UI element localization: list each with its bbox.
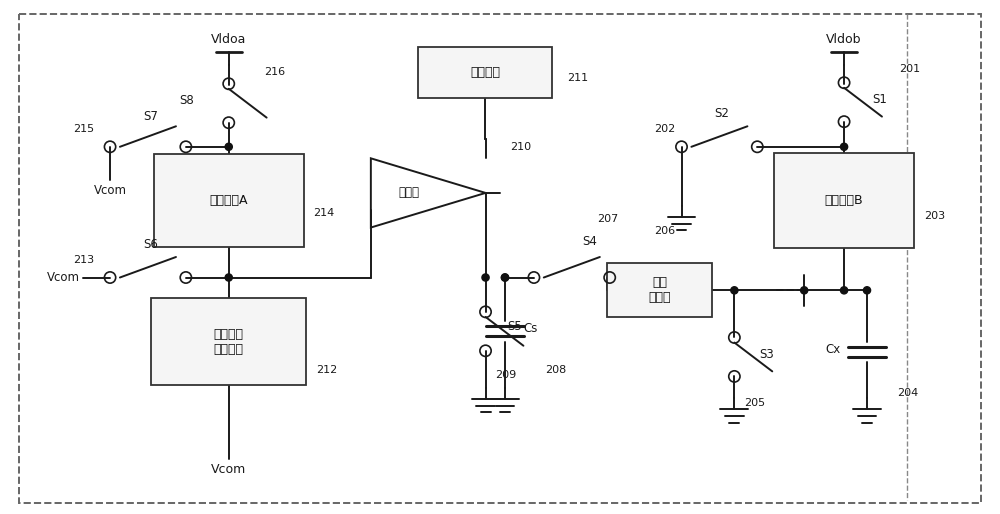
Text: Vcom: Vcom xyxy=(94,184,127,197)
Circle shape xyxy=(731,287,738,294)
Circle shape xyxy=(225,143,232,151)
Text: S6: S6 xyxy=(143,237,158,251)
Text: Cx: Cx xyxy=(825,343,840,356)
Text: 控制逻辑: 控制逻辑 xyxy=(470,66,500,79)
Text: 206: 206 xyxy=(655,226,676,236)
Text: Vldoa: Vldoa xyxy=(211,33,246,46)
Circle shape xyxy=(863,287,871,294)
Bar xyxy=(774,153,914,248)
Text: 比较器: 比较器 xyxy=(399,187,420,199)
Text: 211: 211 xyxy=(567,72,588,83)
Text: 209: 209 xyxy=(496,370,517,380)
Text: 202: 202 xyxy=(655,124,676,134)
Text: 比例电容A: 比例电容A xyxy=(209,194,248,207)
Bar xyxy=(154,155,304,247)
Text: S3: S3 xyxy=(759,348,774,361)
Text: 电压
跟随器: 电压 跟随器 xyxy=(648,277,671,304)
Bar xyxy=(418,47,552,98)
Text: S7: S7 xyxy=(143,109,158,122)
Text: 214: 214 xyxy=(314,209,335,218)
Text: 207: 207 xyxy=(597,213,618,224)
Circle shape xyxy=(801,287,808,294)
Text: 201: 201 xyxy=(899,64,920,74)
Text: S1: S1 xyxy=(872,93,887,106)
Circle shape xyxy=(840,287,848,294)
Text: 216: 216 xyxy=(264,67,285,78)
Text: Vcom: Vcom xyxy=(211,463,246,476)
Text: S8: S8 xyxy=(179,94,194,107)
Text: S5: S5 xyxy=(507,320,522,333)
Text: 内部电容
调整阵列: 内部电容 调整阵列 xyxy=(214,327,244,356)
Circle shape xyxy=(501,274,509,281)
Bar xyxy=(151,298,306,385)
Circle shape xyxy=(501,274,509,281)
Text: 213: 213 xyxy=(73,254,94,265)
Text: S4: S4 xyxy=(582,235,597,248)
Circle shape xyxy=(225,274,232,281)
Text: Vldob: Vldob xyxy=(826,33,862,46)
Text: 比例电容B: 比例电容B xyxy=(825,194,863,207)
Circle shape xyxy=(840,143,848,151)
Text: S2: S2 xyxy=(714,107,729,120)
Text: 212: 212 xyxy=(316,365,337,375)
Text: Vcom: Vcom xyxy=(47,271,80,284)
Text: 208: 208 xyxy=(545,365,566,375)
Text: Cs: Cs xyxy=(523,322,537,335)
Text: 215: 215 xyxy=(73,124,94,134)
Bar xyxy=(607,263,712,317)
Text: 205: 205 xyxy=(744,398,765,408)
Text: 203: 203 xyxy=(924,211,945,221)
Text: 210: 210 xyxy=(510,142,532,152)
Circle shape xyxy=(482,274,489,281)
Text: 204: 204 xyxy=(897,388,918,398)
